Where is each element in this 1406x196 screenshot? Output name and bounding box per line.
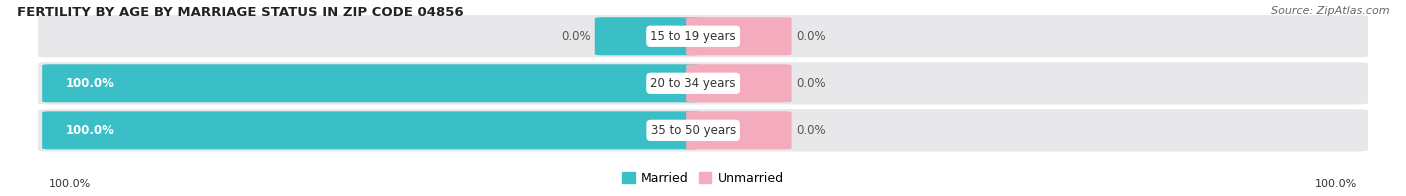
- FancyBboxPatch shape: [42, 64, 700, 102]
- Text: Source: ZipAtlas.com: Source: ZipAtlas.com: [1271, 6, 1389, 16]
- Text: 100.0%: 100.0%: [49, 179, 91, 189]
- FancyBboxPatch shape: [595, 17, 700, 55]
- FancyBboxPatch shape: [42, 111, 700, 149]
- Text: 20 to 34 years: 20 to 34 years: [651, 77, 735, 90]
- Text: FERTILITY BY AGE BY MARRIAGE STATUS IN ZIP CODE 04856: FERTILITY BY AGE BY MARRIAGE STATUS IN Z…: [17, 6, 464, 19]
- FancyBboxPatch shape: [38, 15, 1368, 57]
- Text: 100.0%: 100.0%: [1315, 179, 1357, 189]
- FancyBboxPatch shape: [686, 64, 792, 102]
- Text: 0.0%: 0.0%: [796, 30, 825, 43]
- FancyBboxPatch shape: [686, 17, 792, 55]
- Text: 100.0%: 100.0%: [66, 77, 115, 90]
- Legend: Married, Unmarried: Married, Unmarried: [617, 167, 789, 190]
- Text: 0.0%: 0.0%: [796, 77, 825, 90]
- FancyBboxPatch shape: [38, 62, 1368, 104]
- Text: 100.0%: 100.0%: [66, 124, 115, 137]
- FancyBboxPatch shape: [38, 109, 1368, 152]
- Text: 15 to 19 years: 15 to 19 years: [651, 30, 735, 43]
- Text: 35 to 50 years: 35 to 50 years: [651, 124, 735, 137]
- FancyBboxPatch shape: [686, 111, 792, 149]
- Text: 0.0%: 0.0%: [561, 30, 591, 43]
- Text: 0.0%: 0.0%: [796, 124, 825, 137]
